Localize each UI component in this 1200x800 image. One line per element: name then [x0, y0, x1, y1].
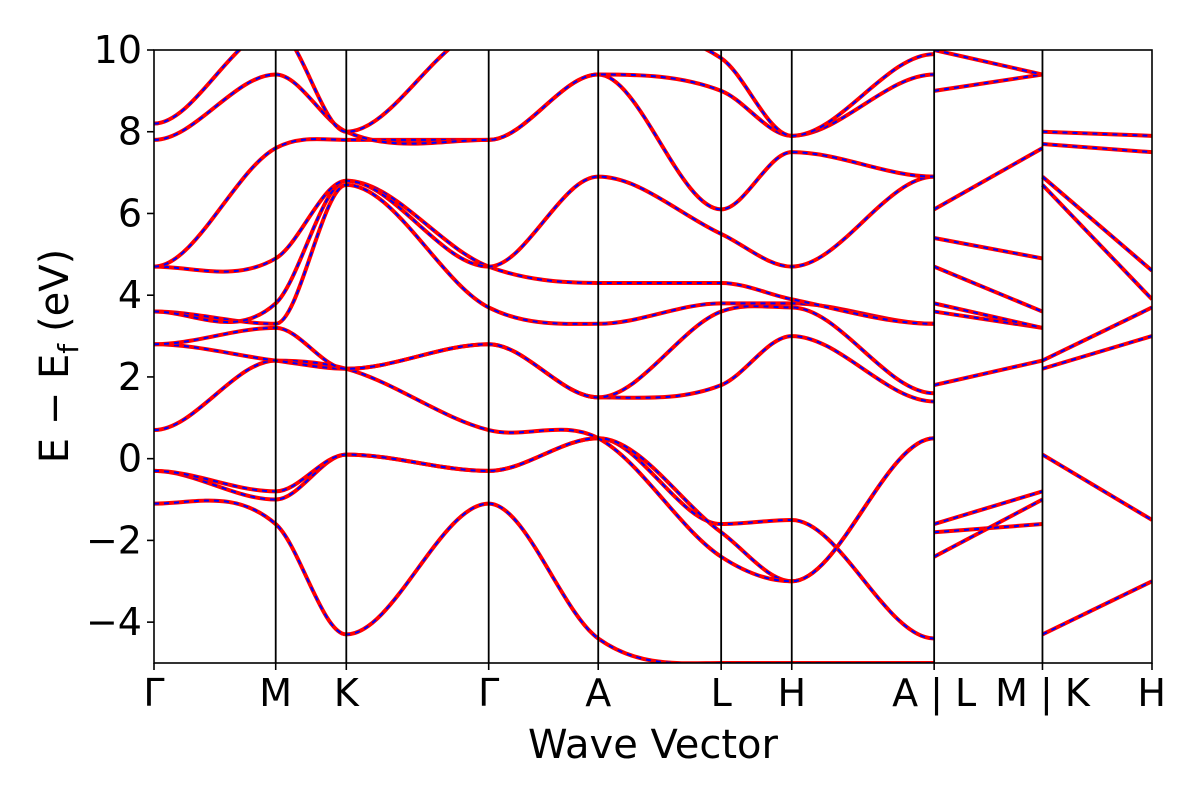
band-line-dashed-2-1 — [1041, 453, 1152, 521]
x-tick-label-8: M | K — [995, 671, 1091, 716]
band-line-dashed-0-7 — [154, 179, 935, 325]
band-line-dashed-1-9 — [933, 73, 1043, 92]
x-tick-label-3: Γ — [478, 671, 499, 715]
y-axis-ticks: −4 −2 0 2 4 6 8 10 — [86, 28, 154, 644]
band-line-dashed-1-8 — [933, 147, 1043, 211]
band-line-dashed-1-7 — [933, 237, 1043, 260]
x-tick-label-9: H — [1137, 671, 1166, 715]
x-tick-label-1: M — [259, 671, 292, 715]
band-line-dashed-1-5 — [933, 302, 1043, 329]
y-axis-title-subscript: f — [52, 343, 85, 354]
band-line-dashed-0-6 — [154, 183, 935, 325]
x-tick-label-4: A — [585, 671, 611, 715]
band-line-dashed-2-4 — [1041, 184, 1152, 300]
y-tick-label-3: 2 — [118, 355, 142, 399]
band-line-dashed-2-3 — [1042, 306, 1152, 362]
y-tick-label-1: −2 — [86, 518, 142, 562]
band-line-dashed-2-7 — [1042, 130, 1152, 137]
plot-frame — [153, 49, 1153, 664]
band-line-dashed-1-0 — [933, 490, 1043, 526]
x-tick-label-7: A | L — [892, 671, 976, 716]
band-line-1-6 — [933, 264, 1044, 314]
band-line-dashed-1-10 — [933, 50, 1043, 76]
y-tick-label-6: 8 — [118, 110, 142, 154]
x-axis-title: Wave Vector — [528, 722, 779, 768]
y-tick-label-4: 4 — [118, 273, 142, 317]
x-tick-label-5: L — [711, 671, 732, 715]
y-tick-label-5: 6 — [118, 191, 142, 235]
kpoint-lines — [274, 50, 1044, 663]
x-tick-label-6: H — [777, 671, 806, 715]
band-line-dashed-2-5 — [1041, 175, 1152, 272]
band-line-dashed-1-2 — [933, 498, 1043, 558]
band-line-dashed-1-3 — [933, 359, 1043, 387]
y-tick-label-2: 0 — [118, 437, 142, 481]
y-axis-title-unit: (eV) — [32, 249, 78, 332]
band-line-0-11 — [154, 50, 935, 138]
band-line-2-2 — [1041, 334, 1152, 371]
y-tick-label-7: 10 — [94, 28, 142, 72]
band-line-dashed-0-0 — [154, 499, 935, 663]
x-tick-label-0: Γ — [143, 671, 164, 715]
band-line-dashed-0-5 — [154, 305, 935, 399]
y-axis-title: E − Ef (eV) — [32, 249, 85, 464]
y-axis-title-main: E − E — [32, 354, 78, 464]
y-tick-label-0: −4 — [86, 600, 142, 644]
x-tick-label-2: K — [334, 671, 360, 715]
band-line-dashed-0-3 — [154, 359, 935, 583]
band-line-dashed-2-6 — [1042, 142, 1152, 154]
band-line-dashed-2-0 — [1042, 580, 1152, 636]
